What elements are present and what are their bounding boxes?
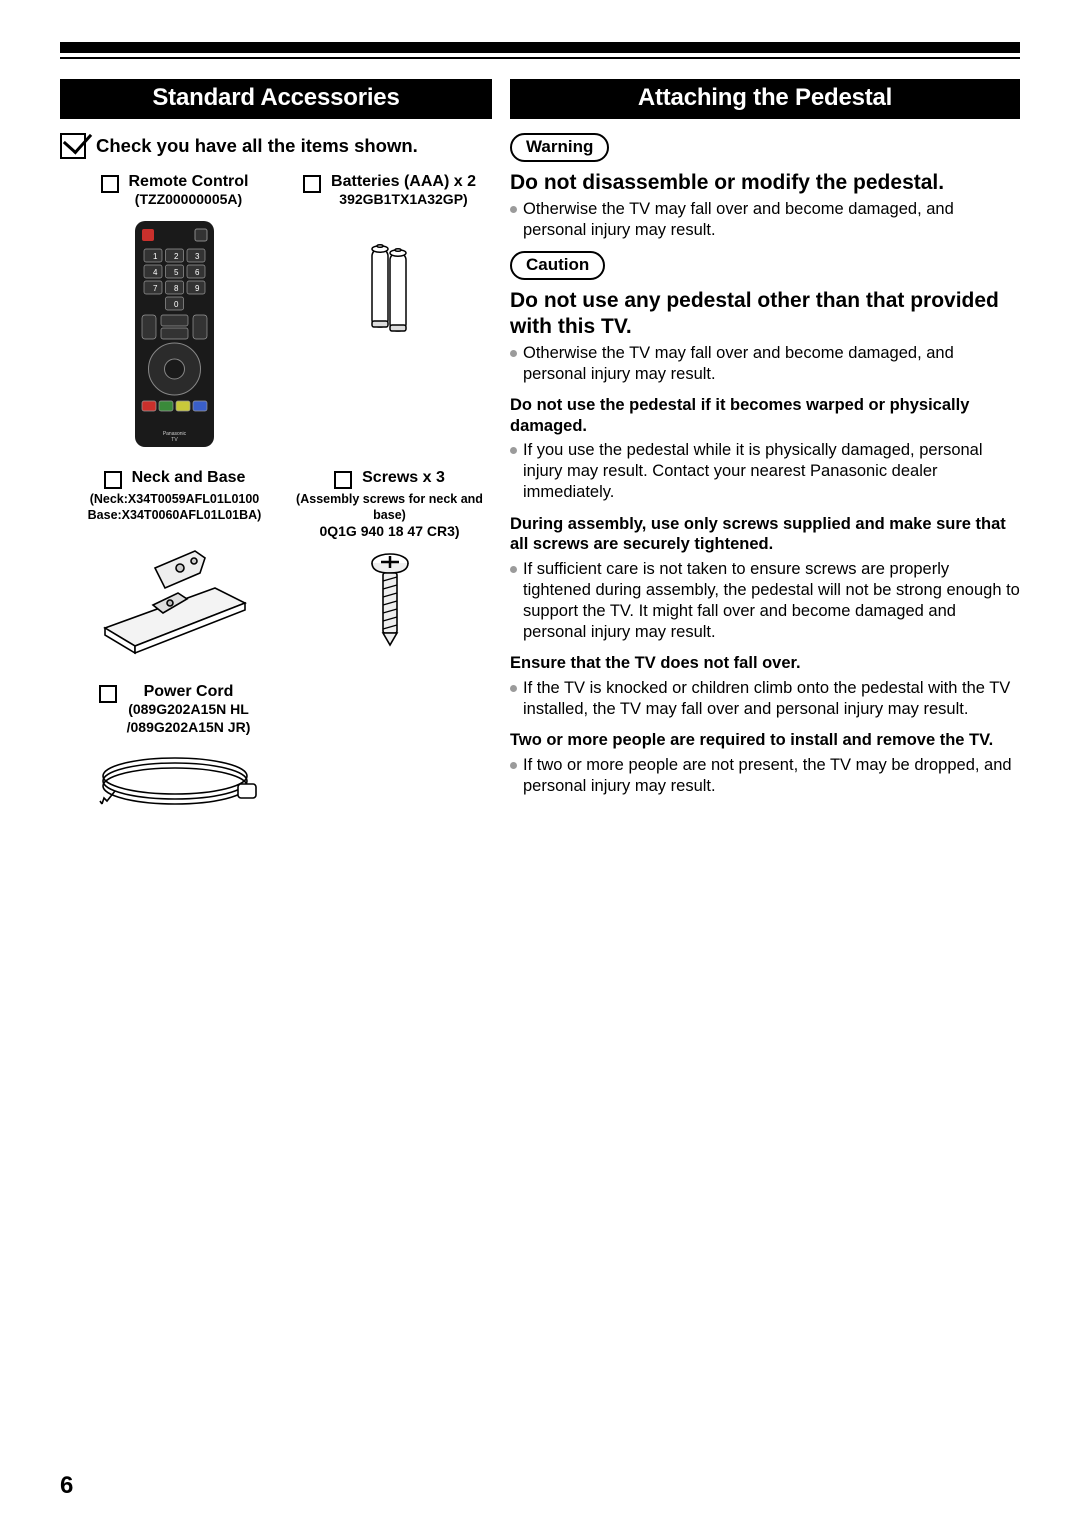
svg-text:1: 1 [153,252,158,261]
svg-text:4: 4 [153,268,158,277]
screws-sub-a: (Assembly screws for neck and [287,491,492,507]
checkbox-all-items [60,133,86,159]
bullet-dot [510,350,517,357]
bullet-dot [510,206,517,213]
warning-body-text: Otherwise the TV may fall over and becom… [523,199,1020,241]
caution-heading: Do not use any pedestal other than that … [510,288,1020,338]
accessory-neck-base: Neck and Base (Neck:X34T0059AFL01L0100 B… [72,469,277,664]
batteries-illustration [287,239,492,339]
svg-text:7: 7 [153,284,158,293]
para2-body: If sufficient care is not taken to ensur… [510,559,1020,643]
section-title-accessories: Standard Accessories [60,79,492,119]
para3-body-text: If the TV is knocked or children climb o… [523,678,1020,720]
caution-body: Otherwise the TV may fall over and becom… [510,343,1020,385]
svg-text:6: 6 [195,268,200,277]
bullet-dot [510,762,517,769]
warning-body: Otherwise the TV may fall over and becom… [510,199,1020,241]
remote-title: Remote Control [129,173,249,191]
power-cord-sub-a: (089G202A15N HL [127,701,251,719]
checkbox-remote [101,175,119,193]
svg-text:8: 8 [174,284,179,293]
top-rule-thick [60,42,1020,53]
neck-base-illustration [72,533,277,663]
page-number: 6 [60,1472,73,1500]
neck-base-sub-b: Base:X34T0060AFL01L01BA) [72,507,277,523]
caution-body-text: Otherwise the TV may fall over and becom… [523,343,1020,385]
remote-illustration: 1 2 3 4 5 6 7 8 9 0 [72,219,277,449]
accessory-power-cord: Power Cord (089G202A15N HL /089G202A15N … [72,683,277,826]
power-cord-sub-b: /089G202A15N JR) [127,719,251,737]
para4-body-text: If two or more people are not present, t… [523,755,1020,797]
power-cord-title: Power Cord [127,683,251,701]
checkbox-power-cord [99,685,117,703]
warning-heading: Do not disassemble or modify the pedesta… [510,170,1020,195]
check-all-items-label: Check you have all the items shown. [96,135,418,157]
checkbox-batteries [303,175,321,193]
svg-text:0: 0 [174,300,179,309]
svg-text:9: 9 [195,284,200,293]
accessory-batteries: Batteries (AAA) x 2 392GB1TX1A32GP) [287,173,492,449]
para3-body: If the TV is knocked or children climb o… [510,678,1020,720]
bullet-dot [510,685,517,692]
checkbox-neck-base [104,471,122,489]
caution-label: Caution [510,251,605,280]
bullet-dot [510,447,517,454]
remote-sub: (TZZ00000005A) [129,191,249,209]
checkbox-screws [334,471,352,489]
screws-sub-b: base) [287,507,492,523]
para1-body: If you use the pedestal while it is phys… [510,440,1020,503]
bullet-dot [510,566,517,573]
screws-illustration [287,551,492,651]
para4-heading: Two or more people are required to insta… [510,730,1020,751]
warning-label: Warning [510,133,609,162]
para1-heading: Do not use the pedestal if it becomes wa… [510,395,1020,436]
para3-heading: Ensure that the TV does not fall over. [510,653,1020,674]
neck-base-title: Neck and Base [132,469,246,487]
para4-body: If two or more people are not present, t… [510,755,1020,797]
screws-sub-c: 0Q1G 940 18 47 CR3) [287,523,492,541]
para1-body-text: If you use the pedestal while it is phys… [523,440,1020,503]
svg-text:3: 3 [195,252,200,261]
section-title-pedestal: Attaching the Pedestal [510,79,1020,119]
para2-body-text: If sufficient care is not taken to ensur… [523,559,1020,643]
batteries-title: Batteries (AAA) x 2 [331,173,476,191]
neck-base-sub-a: (Neck:X34T0059AFL01L0100 [72,491,277,507]
svg-text:TV: TV [171,437,178,443]
power-cord-illustration [72,746,277,826]
accessory-remote: Remote Control (TZZ00000005A) [72,173,277,449]
batteries-sub: 392GB1TX1A32GP) [331,191,476,209]
accessory-screws: Screws x 3 (Assembly screws for neck and… [287,469,492,664]
svg-text:2: 2 [174,252,179,261]
screws-title: Screws x 3 [362,469,445,487]
top-rule-thin [60,57,1020,59]
svg-text:5: 5 [174,268,179,277]
para2-heading: During assembly, use only screws supplie… [510,514,1020,555]
